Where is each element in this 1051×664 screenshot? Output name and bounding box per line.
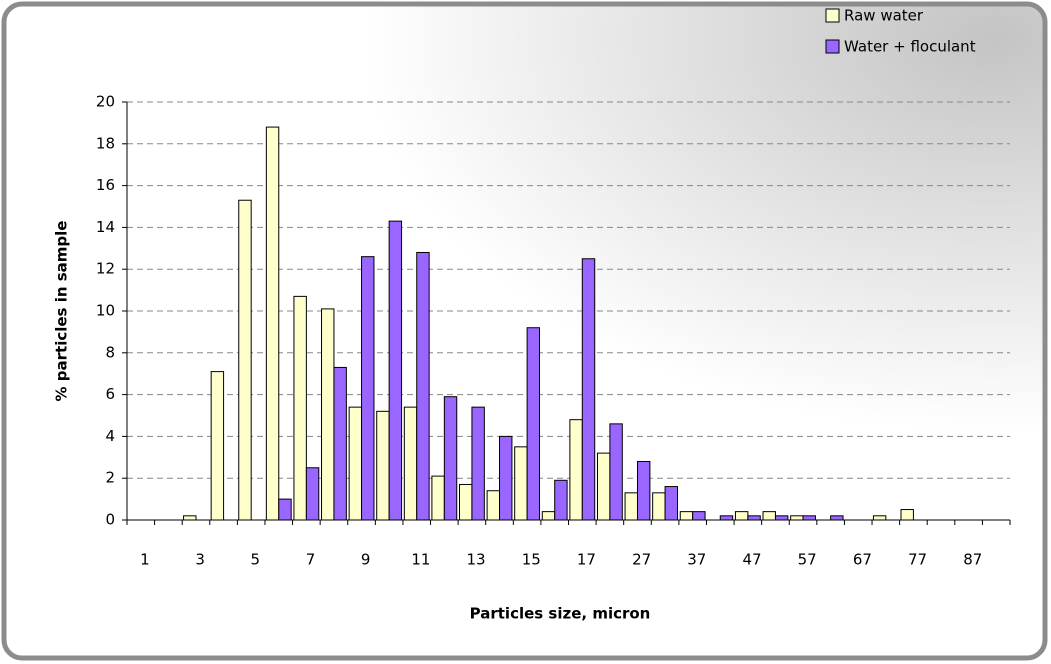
legend-swatch [825, 8, 840, 23]
y-tick-label: 8 [105, 343, 115, 361]
bar [471, 406, 485, 521]
bar [459, 483, 473, 521]
y-tick-label: 0 [105, 511, 115, 529]
bar [499, 435, 513, 521]
y-tick-label: 14 [96, 218, 115, 236]
bar [719, 515, 734, 521]
bar [293, 295, 307, 521]
bar [554, 479, 568, 521]
x-tick-label: 77 [908, 551, 927, 569]
x-tick-label: 13 [467, 551, 486, 569]
bar [238, 199, 252, 521]
bar [183, 515, 197, 521]
bar [305, 467, 320, 521]
bar [265, 126, 280, 521]
y-tick-label: 6 [105, 385, 115, 403]
bar [664, 486, 678, 521]
x-tick-label: 3 [195, 551, 205, 569]
y-axis-title: % particles in sample [53, 221, 71, 402]
bar [652, 492, 666, 521]
bar [376, 410, 390, 521]
x-tick-label: 9 [361, 551, 371, 569]
x-tick-label: 47 [742, 551, 761, 569]
legend-swatch [825, 39, 840, 54]
bar [388, 220, 403, 521]
bar [774, 515, 789, 521]
bar [581, 258, 596, 521]
bar [872, 515, 887, 521]
bar [762, 511, 776, 521]
bar [514, 446, 528, 521]
x-tick-label: 1 [140, 551, 150, 569]
bar [416, 251, 430, 521]
legend-label: Water + floculant [844, 38, 976, 56]
bar [734, 511, 749, 521]
bar [830, 515, 844, 521]
bar [900, 509, 914, 521]
bar [486, 490, 501, 521]
x-tick-label: 15 [522, 551, 541, 569]
y-tick-label: 12 [96, 260, 115, 278]
bar [210, 371, 225, 521]
bar [609, 423, 623, 521]
bar [278, 498, 292, 521]
bar [348, 406, 363, 521]
bar [569, 419, 583, 521]
x-tick-label: 7 [306, 551, 316, 569]
bar [526, 327, 541, 521]
y-tick-label: 18 [96, 134, 115, 152]
bar [636, 460, 651, 521]
bar [403, 406, 418, 521]
x-tick-label: 27 [632, 551, 651, 569]
bar [692, 511, 706, 521]
x-tick-label: 67 [853, 551, 872, 569]
x-tick-label: 37 [687, 551, 706, 569]
x-tick-label: 87 [963, 551, 982, 569]
bar [333, 366, 347, 521]
bar [679, 511, 694, 521]
x-tick-label: 5 [251, 551, 261, 569]
bar [541, 511, 556, 521]
bar [747, 515, 761, 521]
bar [361, 256, 375, 521]
x-axis-title: Particles size, micron [470, 605, 651, 623]
x-tick-label: 57 [798, 551, 817, 569]
y-tick-label: 20 [96, 93, 115, 111]
bar [321, 308, 335, 521]
y-tick-label: 2 [105, 469, 115, 487]
bar [443, 396, 458, 521]
bar [790, 515, 804, 521]
bar [596, 452, 611, 521]
bar [802, 515, 816, 521]
y-tick-label: 16 [96, 176, 115, 194]
bar [431, 475, 445, 521]
y-tick-label: 10 [96, 302, 115, 320]
bar [624, 492, 638, 521]
y-tick-label: 4 [105, 427, 115, 445]
legend-label: Raw water [844, 7, 924, 25]
x-tick-label: 11 [411, 551, 430, 569]
x-tick-label: 17 [577, 551, 596, 569]
